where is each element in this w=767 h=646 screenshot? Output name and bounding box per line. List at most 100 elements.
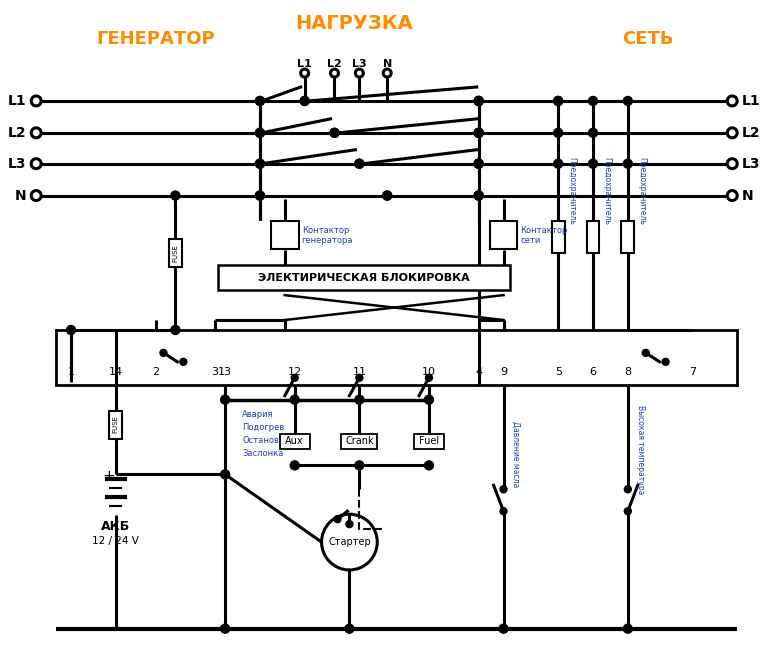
Circle shape bbox=[355, 461, 364, 470]
Text: Aux: Aux bbox=[285, 437, 304, 446]
Text: ЭЛЕКТИРИЧЕСКАЯ БЛОКИРОВКА: ЭЛЕКТИРИЧЕСКАЯ БЛОКИРОВКА bbox=[258, 273, 470, 283]
Text: N: N bbox=[742, 189, 754, 203]
Circle shape bbox=[624, 486, 631, 493]
Circle shape bbox=[355, 159, 364, 168]
Circle shape bbox=[642, 349, 649, 357]
Text: L3: L3 bbox=[8, 157, 26, 171]
Circle shape bbox=[474, 191, 483, 200]
Circle shape bbox=[300, 96, 309, 105]
Circle shape bbox=[291, 374, 298, 381]
Text: FUSE: FUSE bbox=[113, 415, 119, 433]
Text: 12 / 24 V: 12 / 24 V bbox=[92, 536, 139, 546]
Bar bbox=[109, 411, 122, 439]
Circle shape bbox=[474, 191, 483, 200]
Text: Авария: Авария bbox=[242, 410, 274, 419]
Circle shape bbox=[426, 374, 433, 381]
Circle shape bbox=[588, 96, 597, 105]
Circle shape bbox=[255, 159, 265, 168]
Circle shape bbox=[554, 96, 563, 105]
Circle shape bbox=[424, 395, 433, 404]
Text: СЕТЬ: СЕТЬ bbox=[622, 30, 673, 48]
Circle shape bbox=[356, 374, 363, 381]
Bar bbox=[280, 433, 310, 450]
Text: N: N bbox=[383, 59, 392, 69]
Circle shape bbox=[554, 96, 563, 105]
Text: Предохранитель: Предохранитель bbox=[567, 156, 576, 225]
Text: 5: 5 bbox=[555, 367, 561, 377]
Text: Заслонка: Заслонка bbox=[242, 449, 283, 458]
Circle shape bbox=[499, 624, 508, 633]
Text: 9: 9 bbox=[500, 367, 507, 377]
Bar bbox=[271, 222, 298, 249]
Circle shape bbox=[255, 129, 265, 138]
Circle shape bbox=[221, 395, 229, 404]
Circle shape bbox=[221, 470, 229, 479]
Circle shape bbox=[474, 129, 483, 138]
Circle shape bbox=[662, 359, 669, 366]
Circle shape bbox=[474, 96, 483, 105]
Circle shape bbox=[255, 159, 265, 168]
Circle shape bbox=[624, 96, 632, 105]
Bar bbox=[551, 222, 565, 253]
Text: 8: 8 bbox=[624, 367, 631, 377]
Text: N: N bbox=[15, 189, 26, 203]
Circle shape bbox=[171, 191, 180, 200]
Text: L1: L1 bbox=[298, 59, 312, 69]
Text: Предохранитель: Предохранитель bbox=[602, 156, 611, 225]
Circle shape bbox=[355, 159, 364, 168]
Text: Подогрев: Подогрев bbox=[242, 423, 285, 432]
Text: 13: 13 bbox=[218, 367, 232, 377]
Circle shape bbox=[290, 461, 299, 470]
Circle shape bbox=[424, 461, 433, 470]
Bar bbox=[341, 433, 377, 450]
Circle shape bbox=[171, 326, 180, 335]
Circle shape bbox=[255, 191, 265, 200]
Text: Останов: Останов bbox=[242, 436, 279, 445]
Circle shape bbox=[255, 96, 265, 105]
Circle shape bbox=[624, 508, 631, 515]
Circle shape bbox=[474, 191, 483, 200]
Bar bbox=[587, 222, 600, 253]
Circle shape bbox=[474, 159, 483, 168]
Circle shape bbox=[255, 96, 265, 105]
Circle shape bbox=[290, 395, 299, 404]
Text: Fuel: Fuel bbox=[419, 437, 439, 446]
Circle shape bbox=[624, 159, 632, 168]
Bar bbox=[169, 240, 182, 267]
Circle shape bbox=[500, 508, 507, 515]
Text: ГЕНЕРАТОР: ГЕНЕРАТОР bbox=[96, 30, 215, 48]
Text: 7: 7 bbox=[689, 367, 696, 377]
Text: Высокая температура: Высокая температура bbox=[636, 405, 645, 494]
Text: L2: L2 bbox=[327, 59, 342, 69]
Text: Контактор
генератора: Контактор генератора bbox=[301, 225, 353, 245]
Text: L3: L3 bbox=[742, 157, 761, 171]
Circle shape bbox=[330, 129, 339, 138]
Text: 10: 10 bbox=[422, 367, 436, 377]
Text: 2: 2 bbox=[152, 367, 159, 377]
Circle shape bbox=[474, 159, 483, 168]
Circle shape bbox=[426, 396, 433, 403]
Text: Crank: Crank bbox=[345, 437, 374, 446]
Circle shape bbox=[291, 396, 298, 403]
Circle shape bbox=[346, 521, 353, 528]
Text: Давление масла: Давление масла bbox=[512, 421, 521, 488]
Circle shape bbox=[383, 191, 392, 200]
Text: 12: 12 bbox=[288, 367, 301, 377]
Circle shape bbox=[330, 129, 339, 138]
Text: Стартер: Стартер bbox=[328, 537, 370, 547]
Circle shape bbox=[300, 96, 309, 105]
Bar bbox=[414, 433, 444, 450]
Circle shape bbox=[474, 159, 483, 168]
Circle shape bbox=[500, 486, 507, 493]
Text: L3: L3 bbox=[352, 59, 367, 69]
Circle shape bbox=[160, 349, 167, 357]
Text: Предохранитель: Предохранитель bbox=[637, 156, 646, 225]
Text: Контактор
сети: Контактор сети bbox=[521, 225, 568, 245]
Circle shape bbox=[356, 396, 363, 403]
Text: FUSE: FUSE bbox=[173, 244, 179, 262]
Text: L1: L1 bbox=[742, 94, 761, 108]
Text: 6: 6 bbox=[590, 367, 597, 377]
Circle shape bbox=[334, 516, 341, 523]
Text: L2: L2 bbox=[742, 126, 761, 140]
Circle shape bbox=[255, 191, 265, 200]
